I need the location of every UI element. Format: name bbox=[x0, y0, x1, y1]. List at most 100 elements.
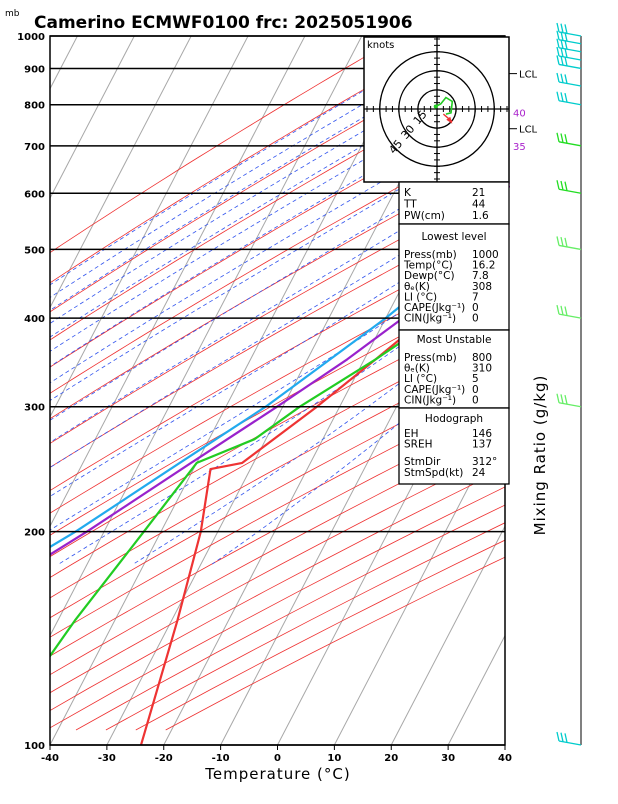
stats-row-label: TT bbox=[403, 199, 417, 211]
moist-adiabat bbox=[0, 21, 618, 564]
stats-heading: Hodograph bbox=[425, 413, 483, 425]
wind-barb-flag bbox=[561, 237, 563, 246]
stats-row-label: K bbox=[404, 187, 412, 199]
wind-barb-flag bbox=[561, 134, 563, 143]
lcl-label: LCL bbox=[519, 125, 538, 136]
wind-barb-flag bbox=[561, 394, 563, 403]
y-tick-label: 400 bbox=[24, 314, 45, 325]
x-tick-label: -40 bbox=[41, 753, 59, 764]
stats-row-value: 1.6 bbox=[472, 210, 489, 222]
wind-barb-flag bbox=[561, 306, 563, 315]
wind-barb-flag bbox=[565, 24, 567, 33]
series-line-parcel-virtual bbox=[0, 97, 618, 745]
mixing-ratio-line bbox=[582, 36, 618, 193]
y-tick-label: 600 bbox=[24, 189, 45, 200]
wind-barb-staff bbox=[559, 403, 581, 407]
moist-adiabat bbox=[0, 21, 618, 564]
stats-row-value: 0 bbox=[472, 394, 479, 406]
wind-barb-flag bbox=[557, 73, 559, 82]
moist-adiabat bbox=[0, 21, 618, 564]
wind-barb-flag bbox=[565, 733, 567, 742]
stats-row-value: 0 bbox=[472, 313, 479, 325]
wind-barb-staff bbox=[559, 64, 581, 68]
wind-barb-flag bbox=[565, 238, 567, 247]
y-tick-label: 900 bbox=[24, 64, 45, 75]
dry-adiabat bbox=[0, 21, 427, 730]
wind-barb-flag bbox=[561, 92, 563, 101]
x-tick-label: 40 bbox=[498, 753, 512, 764]
lcl-label: LCL bbox=[519, 70, 538, 81]
stats-row-label: StmSpd(kt) bbox=[404, 467, 463, 479]
moist-adiabat bbox=[0, 21, 618, 564]
wind-barb-staff bbox=[559, 741, 581, 745]
wind-barb-flag bbox=[561, 24, 563, 33]
stats-row-label: CIN(Jkg⁻¹) bbox=[404, 313, 456, 325]
hodograph-unit-label: knots bbox=[367, 40, 394, 51]
wind-barb bbox=[557, 133, 581, 146]
mixing-ratio-line bbox=[529, 36, 618, 193]
isotherm bbox=[562, 36, 618, 745]
wind-barb-flag bbox=[561, 74, 563, 83]
wind-barb-flag bbox=[557, 31, 559, 40]
y-tick-label: 300 bbox=[24, 403, 45, 414]
moist-adiabat bbox=[0, 21, 618, 564]
wind-barb-flag bbox=[557, 732, 559, 741]
wind-barb-flag bbox=[557, 55, 559, 64]
lcl-labels: LCL LCL bbox=[505, 70, 538, 136]
stats-heading: Most Unstable bbox=[417, 334, 492, 346]
x-tick-label: -10 bbox=[212, 753, 230, 764]
y-tick-label: 1000 bbox=[17, 32, 45, 43]
y-tick-label: 500 bbox=[24, 245, 45, 256]
pressure-unit-label: mb bbox=[5, 9, 20, 19]
wind-barb bbox=[557, 180, 581, 193]
wind-barb-staff bbox=[559, 189, 581, 193]
isotherm bbox=[0, 36, 134, 745]
wind-barb-flag bbox=[561, 181, 563, 190]
wind-barb-staff bbox=[559, 82, 581, 86]
x-tick-label: -30 bbox=[98, 753, 116, 764]
wind-barb-flag bbox=[565, 395, 567, 404]
wind-barb-flag bbox=[557, 92, 559, 101]
stats-row-value: 137 bbox=[472, 439, 492, 451]
chart-title: Camerino ECMWF0100 frc: 2025051906 bbox=[34, 13, 413, 33]
stats-row-value: 24 bbox=[472, 467, 486, 479]
wind-barb-flag bbox=[565, 74, 567, 83]
wind-barb-flag bbox=[557, 39, 559, 48]
wind-barb-staff bbox=[559, 245, 581, 249]
x-tick-label: 30 bbox=[441, 753, 455, 764]
wind-barb-flag bbox=[557, 133, 559, 142]
wind-barb-flag bbox=[557, 47, 559, 56]
stats-heading: Lowest level bbox=[421, 231, 486, 243]
stats-row-label: SREH bbox=[404, 439, 433, 451]
wind-barb-staff bbox=[559, 314, 581, 318]
wind-barb-flag bbox=[565, 182, 567, 191]
wind-barb-flag bbox=[561, 56, 563, 65]
wind-barb-flag bbox=[565, 93, 567, 102]
stats-row-label: CIN(Jkg⁻¹) bbox=[404, 394, 456, 406]
wind-barb-flag bbox=[557, 23, 559, 32]
wind-barb bbox=[557, 236, 581, 249]
theta-e-label: 40 bbox=[513, 109, 526, 120]
mixing-ratio-line bbox=[559, 36, 618, 193]
stats-row-label: PW(cm) bbox=[404, 210, 445, 222]
x-tick-label: 0 bbox=[274, 753, 281, 764]
wind-barb bbox=[557, 73, 581, 86]
x-tick-label: 20 bbox=[384, 753, 398, 764]
y-tick-label: 200 bbox=[24, 528, 45, 539]
wind-barb bbox=[557, 92, 581, 105]
stats-row-value: 44 bbox=[472, 199, 486, 211]
wind-barb-flag bbox=[565, 134, 567, 143]
moist-adiabat bbox=[0, 21, 618, 564]
x-axis-title: Temperature (°C) bbox=[204, 765, 350, 783]
y-tick-label: 100 bbox=[24, 741, 45, 752]
wind-barb-flag bbox=[565, 307, 567, 316]
isotherm bbox=[0, 36, 21, 745]
y-axis-title: Mixing Ratio (g/kg) bbox=[531, 375, 549, 536]
moist-adiabat bbox=[0, 21, 618, 564]
wind-barb-staff bbox=[559, 101, 581, 105]
